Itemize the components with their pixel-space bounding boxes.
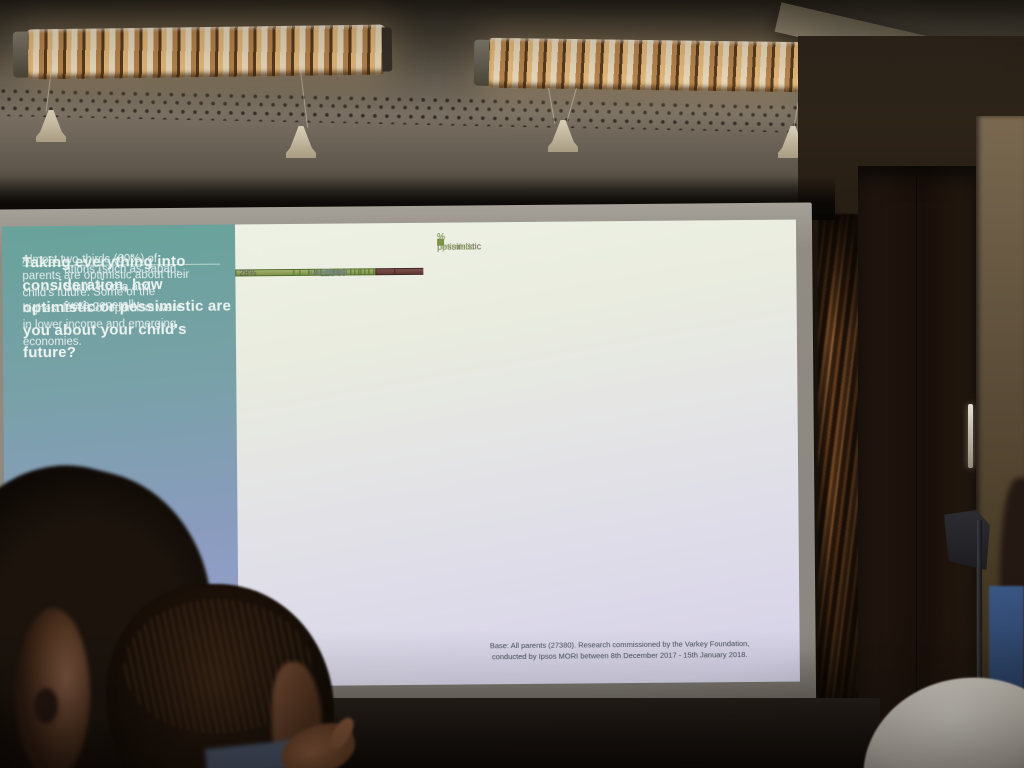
fluorescent-light-right — [486, 37, 804, 93]
audience-face-left — [16, 608, 90, 768]
legend-label: % optimistic — [437, 231, 475, 252]
pessimistic-bar — [393, 267, 424, 275]
door-seam — [916, 176, 917, 768]
diverging-bar-chart: % pessimistic% optimistic Peru3%83%Kenya… — [235, 220, 800, 687]
dark-flag-shape — [944, 510, 990, 570]
chart-rows: Peru3%83%Kenya14%81%Indonesia8%79%Colomb… — [235, 262, 796, 277]
chart-footnote: Base: All parents (27380). Research comm… — [489, 639, 750, 662]
slide-paragraph-2-partially-occluded: ations (such as Japan, South Korea and w… — [64, 262, 180, 312]
optimistic-value: 28% — [239, 267, 257, 278]
stone-column — [818, 214, 858, 714]
fluorescent-light-left — [25, 24, 387, 80]
door-handle — [968, 404, 973, 468]
audience-ear-left — [34, 688, 58, 724]
